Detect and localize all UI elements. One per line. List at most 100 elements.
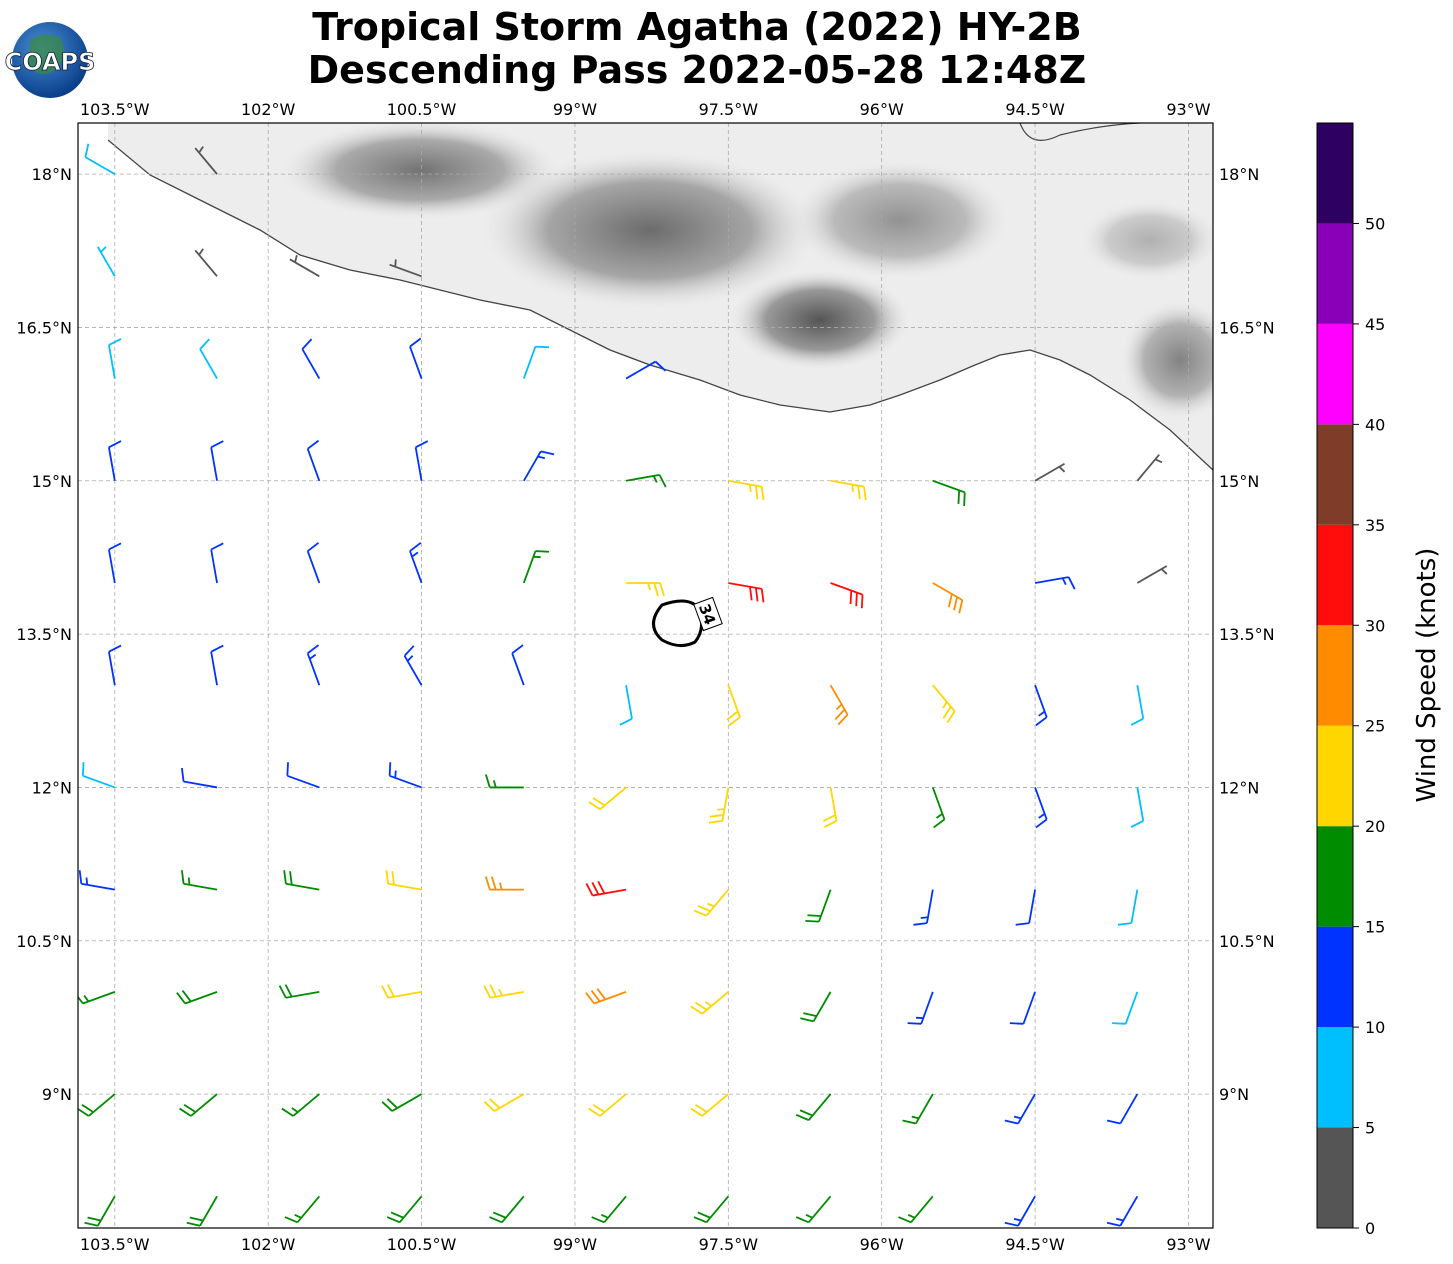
colorbar: 0 5 10 15 20 25 30 35 40 45 50	[1316, 122, 1385, 1238]
wind-barb	[795, 1195, 832, 1224]
colorbar-tick-label: 5	[1365, 1119, 1375, 1138]
wind-barb	[830, 582, 864, 609]
x-tick-label-bottom: 94.5°W	[1005, 1235, 1065, 1254]
y-tick-label-right: 10.5°N	[1219, 932, 1275, 951]
wind-barb	[1034, 462, 1066, 482]
colorbar-segment	[1317, 123, 1353, 224]
wind-barb	[179, 1093, 218, 1117]
y-tick-label-left: 15°N	[32, 472, 72, 491]
wind-barb	[210, 644, 224, 686]
wind-barb	[301, 338, 321, 380]
wind-barb	[78, 991, 116, 1005]
colorbar-segment	[1317, 725, 1353, 827]
colorbar-tick-label: 45	[1365, 315, 1385, 334]
wind-barb	[78, 1093, 116, 1117]
wind-barb	[108, 644, 122, 686]
wind-barb	[1034, 787, 1048, 829]
colorbar-segment	[1317, 424, 1353, 525]
wind-barb	[1004, 1195, 1036, 1227]
wind-barb	[1136, 454, 1163, 482]
wind-barb	[932, 479, 966, 507]
wind-barb	[588, 1093, 627, 1117]
colorbar-tick-label: 15	[1365, 918, 1385, 937]
y-tick-label-right: 12°N	[1219, 778, 1259, 797]
wind-barb	[913, 889, 934, 926]
x-tick-label-top: 99°W	[553, 100, 597, 119]
colorbar-tick-label: 40	[1365, 415, 1385, 434]
wind-barb	[511, 644, 525, 686]
wind-barb	[194, 146, 218, 175]
wind-barb	[484, 774, 524, 789]
x-tick-label-top: 94.5°W	[1005, 100, 1065, 119]
y-tick-label-left: 9°N	[42, 1085, 72, 1104]
x-tick-label-top: 102°W	[241, 100, 296, 119]
wind-barb	[284, 1195, 321, 1224]
wind-barb	[708, 787, 730, 824]
wind-barb	[97, 246, 116, 277]
wind-barb	[210, 440, 224, 481]
wind-barb	[381, 984, 422, 999]
wind-barb	[626, 582, 665, 597]
wind-barb	[1106, 1093, 1139, 1125]
y-tick-label-right: 18°N	[1219, 165, 1259, 184]
x-tick-label-bottom: 97.5°W	[699, 1235, 759, 1254]
x-tick-label-top: 103.5°W	[80, 100, 150, 119]
wind-barb	[690, 1093, 729, 1117]
chart-subtitle: Descending Pass 2022-05-28 12:48Z	[308, 48, 1087, 92]
y-tick-label-left: 18°N	[32, 165, 72, 184]
wind-barb	[283, 870, 320, 891]
wind-barb	[693, 1195, 730, 1224]
wind-barb	[1130, 787, 1145, 828]
x-tick-label-bottom: 96°W	[860, 1235, 904, 1254]
y-tick-label-right: 9°N	[1219, 1085, 1249, 1104]
wind-barb	[489, 1195, 525, 1224]
wind-barb	[181, 870, 218, 891]
wind-barb	[1117, 889, 1139, 926]
wind-barb	[1034, 684, 1048, 727]
wind-barb	[1004, 1093, 1036, 1125]
wind-barb	[931, 787, 946, 829]
wind-barb	[108, 338, 122, 379]
wind-barb	[588, 786, 627, 811]
wind-barb	[176, 990, 218, 1005]
wind-barb	[619, 685, 633, 726]
land	[107, 123, 1213, 471]
x-tick-label-bottom: 99°W	[553, 1235, 597, 1254]
logo-text: COAPS	[5, 48, 96, 76]
wind-barb	[830, 479, 867, 501]
wind-barb	[1112, 991, 1139, 1025]
wind-barb	[84, 1195, 116, 1227]
wind-barb	[522, 550, 550, 584]
x-tick-label-bottom: 93°W	[1166, 1235, 1210, 1254]
colorbar-tick-label: 35	[1365, 516, 1385, 535]
wind-barb	[829, 684, 849, 726]
colorbar-tick-label: 0	[1365, 1219, 1375, 1238]
colorbar-frame	[1316, 122, 1354, 1229]
x-tick-label-top: 93°W	[1166, 100, 1210, 119]
wind-barb	[181, 767, 218, 789]
x-tick-label-bottom: 103.5°W	[80, 1235, 150, 1254]
wind-barb	[932, 582, 964, 614]
logo: COAPS	[4, 22, 96, 98]
colorbar-segment	[1317, 826, 1353, 927]
x-tick-label-top: 100.5°W	[387, 100, 457, 119]
chart-title: Tropical Storm Agatha (2022) HY-2B	[312, 5, 1081, 49]
x-tick-label-bottom: 102°W	[241, 1235, 296, 1254]
colorbar-tick-label: 25	[1365, 717, 1385, 736]
wind-barb	[483, 984, 524, 999]
wind-barb	[591, 1195, 627, 1224]
wind-barb	[108, 440, 122, 481]
wind-barb	[728, 582, 765, 603]
wind-barb	[728, 479, 765, 501]
y-tick-label-left: 12°N	[32, 778, 72, 797]
colorbar-segment	[1317, 223, 1353, 324]
wind-barb	[898, 1195, 934, 1224]
colorbar-segment	[1317, 926, 1353, 1028]
wind-barb	[409, 337, 423, 379]
colorbar-segment	[1317, 323, 1353, 425]
colorbar-segment	[1317, 1027, 1353, 1128]
grid: 103.5°W 103.5°W 102°W 102°W 100.5°W 100.5°W 99…	[16, 100, 1274, 1254]
colorbar-label: Wind Speed (knots)	[1412, 548, 1442, 803]
wind-barb	[800, 991, 832, 1023]
